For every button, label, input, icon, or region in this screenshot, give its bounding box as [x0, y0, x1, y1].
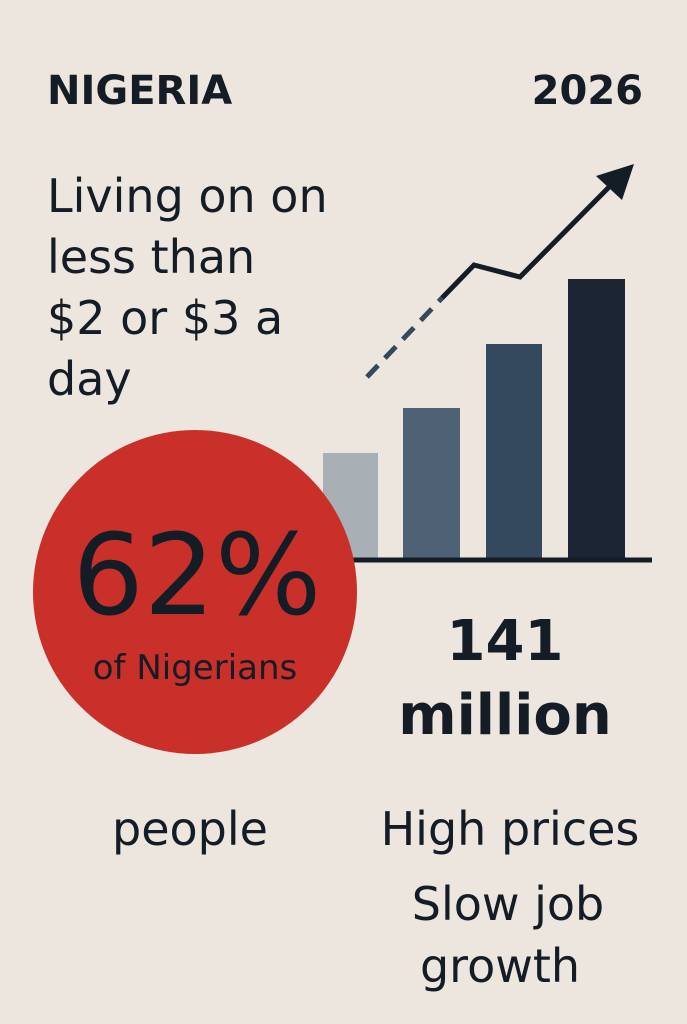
trend-line — [440, 176, 620, 300]
count-line: 141 — [447, 609, 564, 674]
cause-line: Slow job — [412, 877, 605, 931]
decor-bar — [568, 279, 625, 560]
stat-caption: of Nigerians — [93, 648, 297, 688]
stat-circle — [33, 430, 357, 754]
decor-bar — [403, 408, 460, 560]
year: 2026 — [532, 68, 643, 114]
people-label: people — [112, 802, 268, 856]
country: NIGERIA — [47, 68, 232, 114]
arrow-head — [596, 164, 634, 200]
headline-line: $2 or $3 a — [47, 291, 283, 345]
stat-value: 62% — [73, 511, 322, 641]
decor-bar — [486, 344, 542, 560]
headline-line: day — [47, 352, 132, 406]
headline-line: Living on on — [47, 169, 328, 223]
cause-line: growth — [420, 939, 580, 993]
trend-dashed — [365, 296, 444, 379]
cause-line: High prices — [381, 802, 640, 856]
headline-line: less than — [47, 230, 255, 284]
count-line: million — [398, 683, 611, 748]
